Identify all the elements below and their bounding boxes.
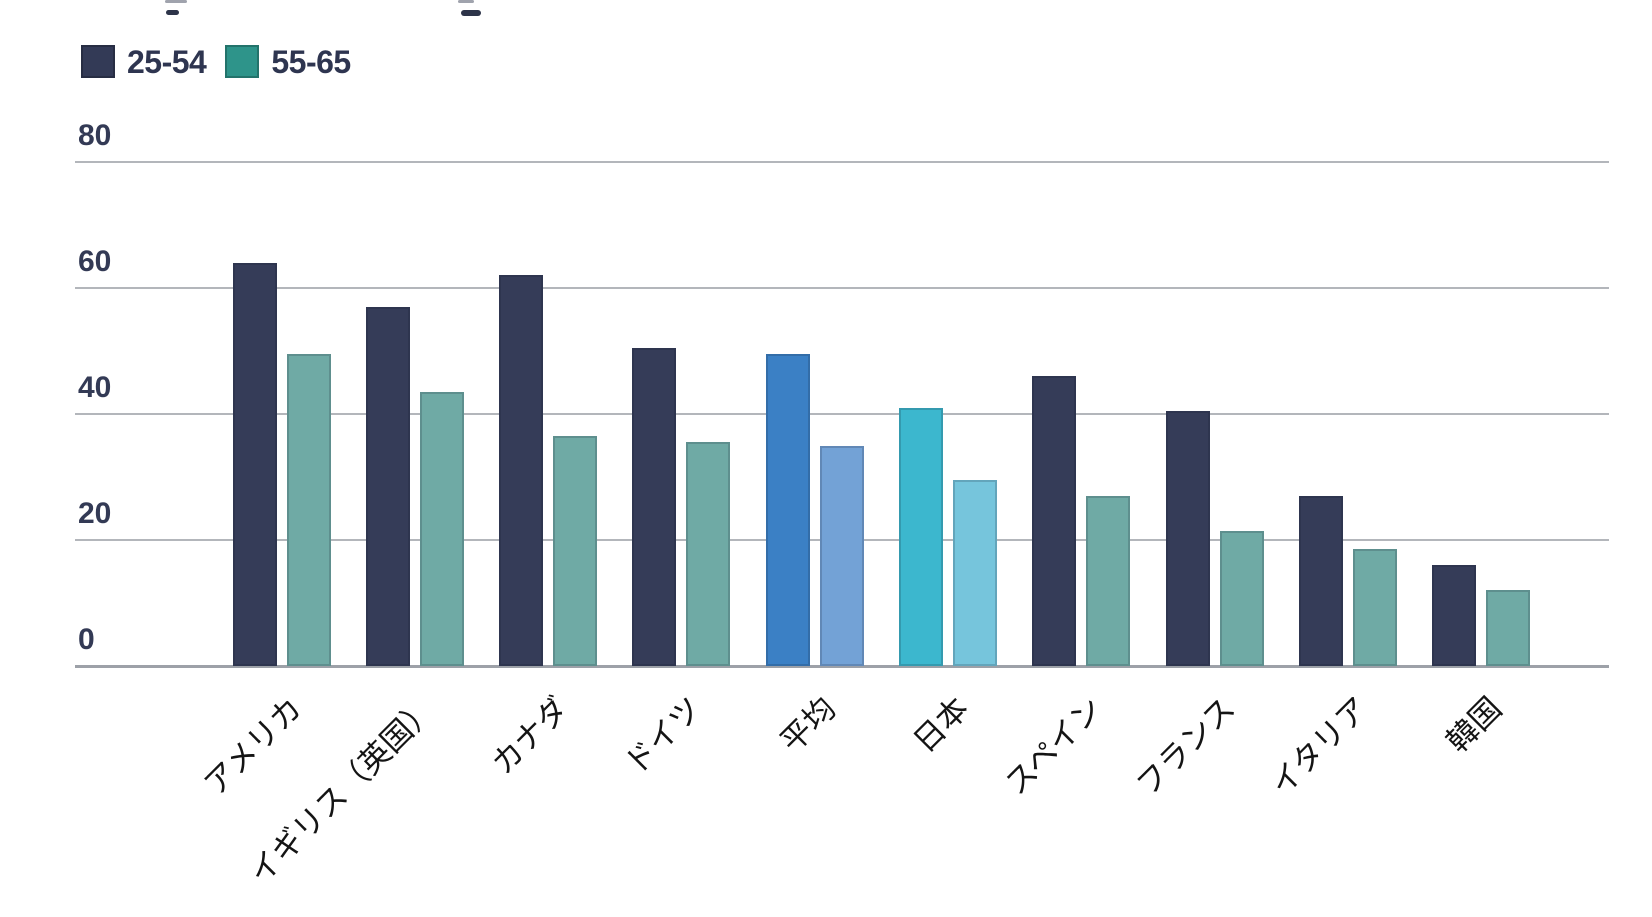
bar-55-65-c6 — [1086, 495, 1131, 666]
gridline-60 — [75, 287, 1609, 289]
x-category-label-3: ドイツ — [618, 690, 709, 782]
bar-55-65-c5 — [953, 480, 998, 666]
x-category-label-8: イタリア — [1263, 690, 1376, 803]
title-remnant-mark — [166, 10, 179, 15]
legend: 25-54 55-65 — [81, 45, 351, 78]
bar-25-54-c0 — [232, 262, 277, 666]
bar-55-65-c9 — [1486, 590, 1531, 666]
bar-55-65-c3 — [686, 442, 731, 666]
bar-25-54-c3 — [632, 347, 677, 666]
x-axis-line — [75, 665, 1609, 668]
bar-25-54-c5 — [899, 407, 944, 666]
bar-55-65-c0 — [286, 354, 331, 666]
x-category-label-0: アメリカ — [197, 690, 309, 802]
x-category-label-6: スペイン — [997, 690, 1109, 802]
legend-label-55-65: 55-65 — [271, 43, 351, 80]
bar-55-65-c1 — [419, 391, 464, 666]
title-remnant-speck — [458, 0, 474, 3]
bar-25-54-c2 — [499, 275, 544, 666]
legend-swatch-25-54 — [81, 45, 115, 78]
legend-swatch-55-65 — [225, 45, 260, 78]
bar-25-54-c1 — [365, 306, 410, 666]
x-category-label-5: 日本 — [906, 690, 976, 760]
title-remnant-speck — [165, 0, 187, 3]
gridline-80 — [75, 161, 1609, 163]
gridline-40 — [75, 413, 1609, 415]
x-category-label-7: フランス — [1130, 690, 1243, 803]
bar-25-54-c8 — [1299, 495, 1344, 666]
y-tick-label-20: 20 — [78, 497, 112, 530]
bar-25-54-c7 — [1165, 410, 1210, 666]
x-category-label-2: カナダ — [484, 690, 576, 782]
bar-55-65-c7 — [1219, 530, 1264, 666]
y-tick-label-60: 60 — [78, 245, 112, 278]
legend-item-55-65: 55-65 — [225, 43, 351, 80]
x-category-label-4: 平均 — [773, 690, 843, 760]
bar-25-54-c6 — [1032, 376, 1077, 666]
y-tick-label-80: 80 — [78, 119, 112, 152]
bar-25-54-c9 — [1432, 565, 1477, 666]
x-category-label-9: 韓国 — [1440, 690, 1509, 760]
bar-25-54-c4 — [765, 354, 810, 666]
legend-item-25-54: 25-54 — [81, 43, 207, 80]
bar-55-65-c4 — [819, 445, 864, 666]
y-tick-label-0: 0 — [78, 623, 95, 656]
title-remnant-mark — [461, 10, 481, 16]
legend-label-25-54: 25-54 — [127, 43, 207, 80]
bar-55-65-c8 — [1353, 549, 1398, 666]
y-tick-label-40: 40 — [78, 371, 112, 404]
bar-55-65-c2 — [553, 436, 598, 666]
